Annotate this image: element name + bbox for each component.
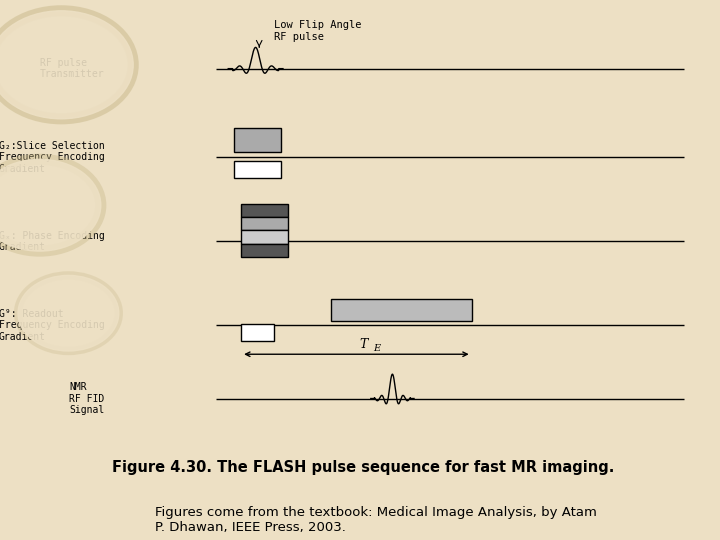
- Bar: [234, 161, 281, 178]
- Bar: [241, 244, 288, 257]
- Bar: [241, 230, 288, 244]
- Circle shape: [0, 11, 133, 119]
- Text: Low Flip Angle
RF pulse: Low Flip Angle RF pulse: [274, 21, 361, 42]
- Text: RF pulse
Transmitter: RF pulse Transmitter: [40, 58, 104, 79]
- Text: G⁹: Readout
Frequency Encoding
Gradient: G⁹: Readout Frequency Encoding Gradient: [0, 309, 104, 342]
- Circle shape: [0, 159, 101, 251]
- Bar: [331, 299, 472, 321]
- Text: E: E: [373, 344, 380, 353]
- Text: Figure 4.30. The FLASH pulse sequence for fast MR imaging.: Figure 4.30. The FLASH pulse sequence fo…: [112, 460, 614, 475]
- Text: Gₓ: Phase Encoding
Gradient: Gₓ: Phase Encoding Gradient: [0, 231, 104, 252]
- Bar: [241, 204, 288, 217]
- Circle shape: [18, 275, 119, 351]
- Bar: [234, 127, 281, 152]
- Text: T: T: [359, 338, 368, 350]
- Text: G₂:Slice Selection
Frequency Encoding
Gradient: G₂:Slice Selection Frequency Encoding Gr…: [0, 140, 104, 174]
- Text: NMR
RF FID
Signal: NMR RF FID Signal: [69, 382, 104, 415]
- Bar: [241, 324, 274, 341]
- Bar: [241, 217, 288, 230]
- Text: Figures come from the textbook: Medical Image Analysis, by Atam
P. Dhawan, IEEE : Figures come from the textbook: Medical …: [155, 506, 597, 534]
